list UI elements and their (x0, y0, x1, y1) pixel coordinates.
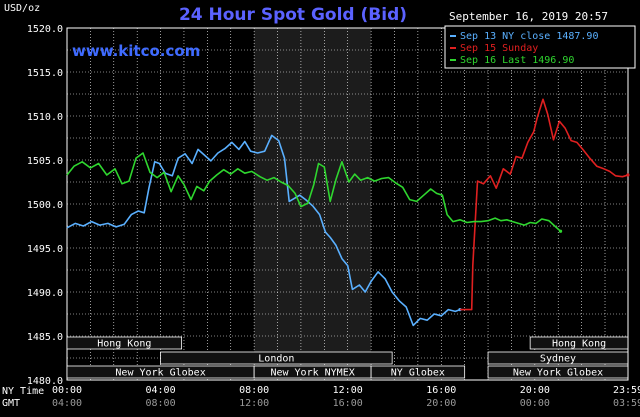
price-series (66, 98, 630, 327)
legend-label: Sep 16 Last 1496.90 (460, 55, 574, 66)
session-box (529, 336, 629, 350)
session-label: London (258, 354, 294, 365)
y-tick-label: 1515.0 (27, 68, 63, 79)
series-end-point (626, 173, 630, 177)
session-box (487, 351, 629, 365)
y-tick-label: 1505.0 (27, 156, 63, 167)
x-tick-label-gmt: 00:00 (520, 398, 550, 409)
x-tick-label-gmt: 03:59 (613, 398, 640, 409)
y-tick-label: 1480.0 (27, 376, 63, 387)
x-tick-label-gmt: 12:00 (239, 398, 269, 409)
datetime-stamp: September 16, 2019 20:57 (449, 10, 608, 23)
session-bar: New York NYMEX (253, 365, 372, 379)
session-box (66, 336, 183, 350)
series-line-1 (460, 98, 629, 311)
x-tick-label-ny: 16:00 (426, 385, 456, 396)
session-label: New York Globex (513, 368, 603, 379)
y-tick-label: 1490.0 (27, 288, 63, 299)
y-axis-unit: USD/oz (4, 3, 40, 14)
series-end-point (558, 229, 563, 233)
session-box (487, 365, 629, 379)
session-label: NY Globex (391, 368, 445, 379)
x-tick-label-gmt: 04:00 (52, 398, 82, 409)
series-end-point (458, 308, 462, 312)
ny-time-label: NY Time (2, 386, 44, 397)
x-tick-label-gmt: 16:00 (333, 398, 363, 409)
session-label: New York Globex (115, 368, 205, 379)
session-label: Hong Kong (552, 339, 606, 350)
legend-label: Sep 15 Sunday (460, 43, 538, 54)
legend-label: Sep 13 NY close 1487.90 (460, 31, 598, 42)
plot-border (66, 27, 629, 381)
shaded-period (254, 28, 372, 380)
y-tick-label: 1500.0 (27, 200, 63, 211)
x-tick-label-ny: 12:00 (333, 385, 363, 396)
series-line-2 (66, 152, 562, 232)
session-box (370, 365, 466, 379)
session-label: Sydney (540, 354, 576, 365)
grid-lines (66, 27, 629, 381)
x-tick-label-gmt: 20:00 (426, 398, 456, 409)
x-tick-label-ny: 23:59 (613, 385, 640, 396)
session-bar: Hong Kong (529, 336, 629, 350)
y-axis-ticks: 1480.0 1485.0 1490.0 1495.0 1500.0 1505.0 1510… (27, 24, 63, 387)
x-tick-label-ny: 00:00 (52, 385, 82, 396)
session-bar: Hong Kong (66, 336, 183, 350)
x-tick-label-ny: 08:00 (239, 385, 269, 396)
x-tick-label-gmt: 08:00 (146, 398, 176, 409)
session-bar: NY Globex (370, 365, 466, 379)
website-watermark: www.kitco.com (72, 42, 200, 60)
session-bar: Sydney (487, 351, 629, 365)
session-box (160, 351, 393, 365)
session-bar: New York Globex (487, 365, 629, 379)
session-bar: New York Globex (66, 365, 255, 379)
x-tick-label-ny: 04:00 (146, 385, 176, 396)
y-tick-label: 1520.0 (27, 24, 63, 35)
session-label: New York NYMEX (270, 368, 354, 379)
session-bar: London (160, 351, 393, 365)
x-tick-label-ny: 20:00 (520, 385, 550, 396)
y-tick-label: 1485.0 (27, 332, 63, 343)
chart-title: 24 Hour Spot Gold (Bid) (179, 5, 407, 25)
market-sessions: Hong Kong London New York Globex New York N… (66, 336, 629, 379)
session-label: Hong Kong (97, 339, 151, 350)
x-axis-ticks: 00:00 04:00 08:00 12:00 16:00 20:00 23:59 04:00… (52, 385, 640, 409)
y-tick-label: 1510.0 (27, 112, 63, 123)
gmt-label: GMT (2, 398, 20, 409)
y-tick-label: 1495.0 (27, 244, 63, 255)
series-line-0 (66, 134, 461, 327)
legend-box (444, 25, 636, 69)
